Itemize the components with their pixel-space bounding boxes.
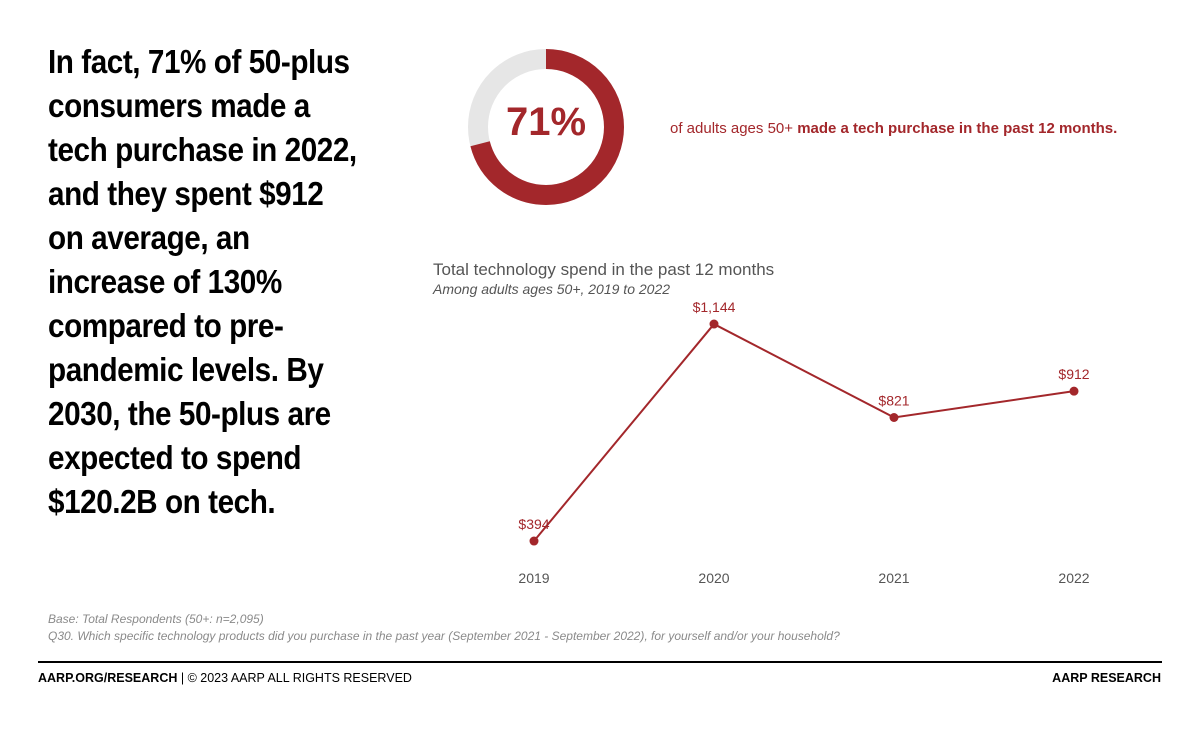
- donut-chart: [468, 49, 624, 205]
- footnote-base: Base: Total Respondents (50+: n=2,095): [48, 612, 264, 626]
- data-label-2019: $394: [518, 516, 549, 532]
- stat-text-regular: of adults ages 50+: [670, 120, 798, 137]
- x-tick-label-2019: 2019: [518, 570, 549, 586]
- data-point-2021: [889, 412, 899, 422]
- footer-divider: [38, 661, 1162, 663]
- stat-text-bold: made a tech purchase in the past 12 mont…: [797, 120, 1118, 137]
- footer-link[interactable]: AARP.ORG/RESEARCH: [38, 671, 178, 685]
- x-tick-label-2022: 2022: [1058, 570, 1089, 586]
- donut-value-arc: [468, 49, 624, 205]
- x-tick-label-2021: 2021: [878, 570, 909, 586]
- chart-title: Total technology spend in the past 12 mo…: [433, 260, 775, 279]
- footer-left: AARP.ORG/RESEARCH | © 2023 AARP ALL RIGH…: [38, 671, 412, 685]
- data-point-2020: [709, 319, 719, 329]
- chart-subtitle: Among adults ages 50+, 2019 to 2022: [433, 281, 671, 297]
- data-point-2019: [529, 536, 539, 546]
- footer-copyright: | © 2023 AARP ALL RIGHTS RESERVED: [177, 671, 412, 685]
- data-label-2020: $1,144: [693, 299, 736, 315]
- footnote-question: Q30. Which specific technology products …: [48, 629, 840, 643]
- x-tick-label-2020: 2020: [698, 570, 729, 586]
- footer-brand: AARP RESEARCH: [1052, 671, 1161, 685]
- series-line: [533, 322, 1075, 542]
- headline: In fact, 71% of 50-plus consumers made a…: [48, 43, 357, 520]
- data-point-2022: [1069, 386, 1079, 396]
- data-label-2021: $821: [878, 392, 909, 408]
- stat-description: of adults ages 50+ made a tech purchase …: [670, 120, 1117, 137]
- donut-percent-label: 71%: [505, 100, 587, 144]
- data-label-2022: $912: [1058, 366, 1089, 382]
